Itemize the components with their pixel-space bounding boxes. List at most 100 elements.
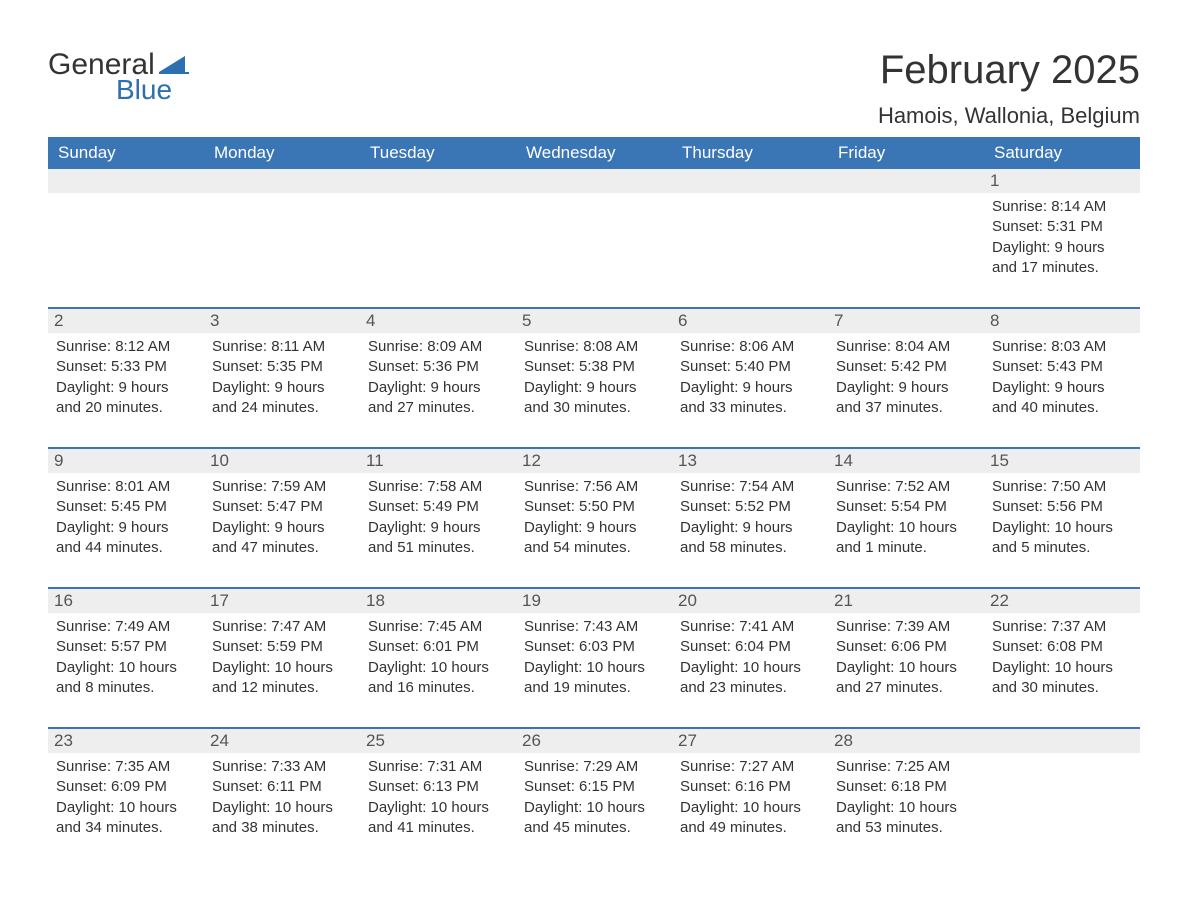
day-cell: 27 Sunrise: 7:27 AMSunset: 6:16 PMDayligh…: [672, 729, 828, 849]
day-number: 23: [48, 729, 204, 753]
day-cell: 12Sunrise: 7:56 AMSunset: 5:50 PMDayligh…: [516, 449, 672, 569]
weeks-container: 1 Sunrise: 8:14 AMSunset: 5:31 PMDaylight…: [48, 169, 1140, 849]
day-cell: 18Sunrise: 7:45 AMSunset: 6:01 PMDayligh…: [360, 589, 516, 709]
sunrise-text: Sunrise: 7:35 AM: [56, 757, 196, 777]
day-number: [672, 169, 828, 193]
daylight-text: Daylight: 10 hours and 53 minutes.: [836, 798, 976, 839]
day-info: Sunrise: 7:33 AMSunset: 6:11 PMDaylight:…: [212, 757, 352, 838]
week-row: 9Sunrise: 8:01 AMSunset: 5:45 PMDaylight…: [48, 447, 1140, 569]
day-cell: 19Sunrise: 7:43 AMSunset: 6:03 PMDayligh…: [516, 589, 672, 709]
weekday-header-row: Sunday Monday Tuesday Wednesday Thursday…: [48, 137, 1140, 169]
sunset-text: Sunset: 5:38 PM: [524, 357, 664, 377]
day-number: [204, 169, 360, 193]
daylight-text: Daylight: 10 hours and 45 minutes.: [524, 798, 664, 839]
day-number: 27: [672, 729, 828, 753]
week-row: 1 Sunrise: 8:14 AMSunset: 5:31 PMDaylight…: [48, 169, 1140, 289]
sunset-text: Sunset: 5:42 PM: [836, 357, 976, 377]
day-info: Sunrise: 7:31 AMSunset: 6:13 PMDaylight:…: [368, 757, 508, 838]
daylight-text: Daylight: 9 hours and 30 minutes.: [524, 378, 664, 419]
day-cell: 17Sunrise: 7:47 AMSunset: 5:59 PMDayligh…: [204, 589, 360, 709]
daylight-text: Daylight: 9 hours and 17 minutes.: [992, 238, 1132, 279]
day-info: Sunrise: 8:09 AMSunset: 5:36 PMDaylight:…: [368, 337, 508, 418]
day-info: Sunrise: 7:37 AMSunset: 6:08 PMDaylight:…: [992, 617, 1132, 698]
sunrise-text: Sunrise: 7:56 AM: [524, 477, 664, 497]
sunrise-text: Sunrise: 7:31 AM: [368, 757, 508, 777]
day-cell: 5 Sunrise: 8:08 AMSunset: 5:38 PMDaylight…: [516, 309, 672, 429]
weekday-header: Friday: [828, 137, 984, 169]
sunset-text: Sunset: 5:47 PM: [212, 497, 352, 517]
day-info: Sunrise: 7:35 AMSunset: 6:09 PMDaylight:…: [56, 757, 196, 838]
day-number: 7: [828, 309, 984, 333]
day-cell: 23 Sunrise: 7:35 AMSunset: 6:09 PMDayligh…: [48, 729, 204, 849]
day-cell: [984, 729, 1140, 849]
weekday-header: Sunday: [48, 137, 204, 169]
sunset-text: Sunset: 6:16 PM: [680, 777, 820, 797]
sunrise-text: Sunrise: 7:58 AM: [368, 477, 508, 497]
day-info: Sunrise: 8:08 AMSunset: 5:38 PMDaylight:…: [524, 337, 664, 418]
day-info: Sunrise: 7:59 AMSunset: 5:47 PMDaylight:…: [212, 477, 352, 558]
sunset-text: Sunset: 5:50 PM: [524, 497, 664, 517]
day-info: Sunrise: 7:45 AMSunset: 6:01 PMDaylight:…: [368, 617, 508, 698]
sunset-text: Sunset: 6:11 PM: [212, 777, 352, 797]
day-cell: 1 Sunrise: 8:14 AMSunset: 5:31 PMDaylight…: [984, 169, 1140, 289]
sunrise-text: Sunrise: 7:43 AM: [524, 617, 664, 637]
day-cell: 7 Sunrise: 8:04 AMSunset: 5:42 PMDaylight…: [828, 309, 984, 429]
daylight-text: Daylight: 10 hours and 12 minutes.: [212, 658, 352, 699]
weekday-header: Thursday: [672, 137, 828, 169]
daylight-text: Daylight: 10 hours and 30 minutes.: [992, 658, 1132, 699]
sunrise-text: Sunrise: 7:50 AM: [992, 477, 1132, 497]
day-cell: [48, 169, 204, 289]
daylight-text: Daylight: 10 hours and 38 minutes.: [212, 798, 352, 839]
day-info: Sunrise: 8:12 AMSunset: 5:33 PMDaylight:…: [56, 337, 196, 418]
day-info: Sunrise: 7:58 AMSunset: 5:49 PMDaylight:…: [368, 477, 508, 558]
daylight-text: Daylight: 10 hours and 5 minutes.: [992, 518, 1132, 559]
sunset-text: Sunset: 6:03 PM: [524, 637, 664, 657]
day-number: 2: [48, 309, 204, 333]
sunset-text: Sunset: 5:31 PM: [992, 217, 1132, 237]
day-number: 16: [48, 589, 204, 613]
sunrise-text: Sunrise: 7:37 AM: [992, 617, 1132, 637]
day-info: Sunrise: 7:27 AMSunset: 6:16 PMDaylight:…: [680, 757, 820, 838]
day-info: Sunrise: 7:49 AMSunset: 5:57 PMDaylight:…: [56, 617, 196, 698]
sunset-text: Sunset: 6:01 PM: [368, 637, 508, 657]
logo-text-blue: Blue: [116, 74, 172, 106]
day-number: 6: [672, 309, 828, 333]
sunset-text: Sunset: 5:56 PM: [992, 497, 1132, 517]
day-cell: [516, 169, 672, 289]
sunset-text: Sunset: 6:06 PM: [836, 637, 976, 657]
sunrise-text: Sunrise: 8:04 AM: [836, 337, 976, 357]
sunrise-text: Sunrise: 7:59 AM: [212, 477, 352, 497]
day-info: Sunrise: 7:56 AMSunset: 5:50 PMDaylight:…: [524, 477, 664, 558]
daylight-text: Daylight: 10 hours and 19 minutes.: [524, 658, 664, 699]
day-cell: 21Sunrise: 7:39 AMSunset: 6:06 PMDayligh…: [828, 589, 984, 709]
sunrise-text: Sunrise: 7:49 AM: [56, 617, 196, 637]
day-cell: 25Sunrise: 7:31 AMSunset: 6:13 PMDayligh…: [360, 729, 516, 849]
day-info: Sunrise: 8:01 AMSunset: 5:45 PMDaylight:…: [56, 477, 196, 558]
daylight-text: Daylight: 9 hours and 37 minutes.: [836, 378, 976, 419]
day-cell: 11Sunrise: 7:58 AMSunset: 5:49 PMDayligh…: [360, 449, 516, 569]
calendar: Sunday Monday Tuesday Wednesday Thursday…: [48, 137, 1140, 849]
day-number: 1: [984, 169, 1140, 193]
day-cell: 22Sunrise: 7:37 AMSunset: 6:08 PMDayligh…: [984, 589, 1140, 709]
daylight-text: Daylight: 9 hours and 51 minutes.: [368, 518, 508, 559]
day-number: 10: [204, 449, 360, 473]
sunrise-text: Sunrise: 7:54 AM: [680, 477, 820, 497]
day-info: Sunrise: 7:52 AMSunset: 5:54 PMDaylight:…: [836, 477, 976, 558]
sunrise-text: Sunrise: 7:33 AM: [212, 757, 352, 777]
daylight-text: Daylight: 9 hours and 54 minutes.: [524, 518, 664, 559]
day-number: [828, 169, 984, 193]
weekday-header: Monday: [204, 137, 360, 169]
day-number: 5: [516, 309, 672, 333]
sunset-text: Sunset: 5:40 PM: [680, 357, 820, 377]
sunset-text: Sunset: 6:18 PM: [836, 777, 976, 797]
day-cell: [672, 169, 828, 289]
day-info: Sunrise: 8:14 AMSunset: 5:31 PMDaylight:…: [992, 197, 1132, 278]
day-cell: [828, 169, 984, 289]
daylight-text: Daylight: 10 hours and 41 minutes.: [368, 798, 508, 839]
day-info: Sunrise: 7:43 AMSunset: 6:03 PMDaylight:…: [524, 617, 664, 698]
sunset-text: Sunset: 6:08 PM: [992, 637, 1132, 657]
sunrise-text: Sunrise: 8:08 AM: [524, 337, 664, 357]
day-cell: 10 Sunrise: 7:59 AMSunset: 5:47 PMDayligh…: [204, 449, 360, 569]
day-info: Sunrise: 7:39 AMSunset: 6:06 PMDaylight:…: [836, 617, 976, 698]
day-number: 17: [204, 589, 360, 613]
